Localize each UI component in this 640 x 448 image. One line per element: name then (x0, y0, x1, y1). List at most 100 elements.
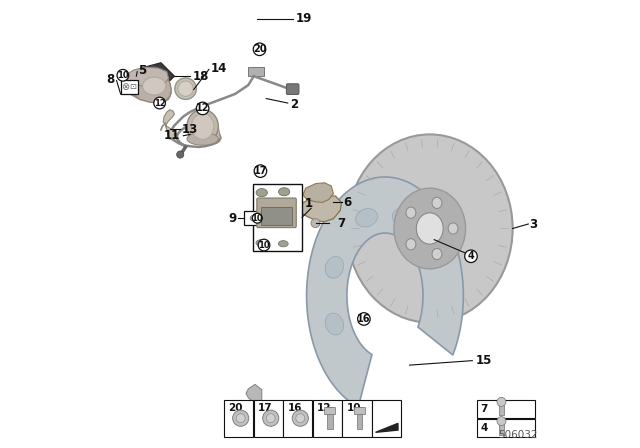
Text: 16: 16 (357, 314, 371, 324)
Circle shape (266, 414, 275, 423)
Bar (324, 407, 335, 414)
Circle shape (117, 69, 129, 81)
Polygon shape (246, 384, 262, 403)
Circle shape (258, 239, 270, 251)
Circle shape (296, 414, 305, 423)
Ellipse shape (406, 207, 416, 218)
Bar (253, 400, 283, 437)
Circle shape (154, 97, 166, 109)
Circle shape (252, 213, 262, 223)
Bar (313, 400, 342, 437)
Bar (284, 400, 312, 437)
Text: 12: 12 (154, 99, 166, 108)
Circle shape (497, 417, 506, 426)
Ellipse shape (187, 133, 218, 145)
Text: 1: 1 (305, 197, 313, 210)
Circle shape (177, 151, 184, 158)
Text: 13: 13 (182, 122, 198, 136)
Circle shape (236, 414, 245, 423)
Polygon shape (303, 183, 333, 202)
Ellipse shape (325, 256, 344, 278)
Ellipse shape (392, 209, 414, 227)
Circle shape (358, 313, 370, 325)
Text: 6: 6 (343, 196, 351, 209)
Ellipse shape (187, 110, 218, 143)
Ellipse shape (432, 249, 442, 260)
Text: 10: 10 (258, 241, 270, 250)
Polygon shape (145, 65, 165, 81)
Circle shape (233, 410, 249, 426)
Circle shape (292, 410, 308, 426)
Text: 3: 3 (530, 217, 538, 231)
Text: 12: 12 (317, 403, 332, 413)
Circle shape (262, 410, 279, 426)
Polygon shape (376, 423, 398, 432)
Circle shape (253, 43, 266, 56)
Text: 506032: 506032 (498, 430, 538, 440)
Text: 17: 17 (253, 166, 267, 176)
Circle shape (196, 102, 209, 115)
Bar (477, 400, 535, 418)
Circle shape (254, 165, 267, 177)
Ellipse shape (356, 209, 378, 227)
Polygon shape (187, 126, 221, 139)
Polygon shape (163, 110, 177, 140)
Text: 10: 10 (117, 71, 129, 80)
Ellipse shape (278, 188, 290, 196)
Bar (356, 407, 362, 429)
Ellipse shape (143, 77, 166, 95)
Ellipse shape (191, 113, 214, 139)
Text: 14: 14 (210, 61, 227, 75)
Bar (372, 400, 401, 437)
Polygon shape (127, 67, 168, 86)
Text: 2: 2 (291, 98, 298, 112)
Text: 10: 10 (252, 214, 263, 223)
Text: 18: 18 (193, 69, 209, 83)
Circle shape (497, 397, 506, 406)
Polygon shape (124, 75, 172, 103)
Text: 7: 7 (481, 404, 488, 414)
Polygon shape (307, 177, 463, 407)
Text: 5: 5 (138, 64, 147, 78)
FancyBboxPatch shape (261, 207, 292, 225)
Text: 19: 19 (296, 12, 312, 26)
Text: ⊗: ⊗ (122, 82, 130, 92)
Ellipse shape (278, 241, 288, 247)
Polygon shape (296, 195, 342, 222)
Circle shape (250, 215, 255, 221)
Bar (342, 400, 371, 437)
Ellipse shape (347, 134, 513, 323)
Text: 20: 20 (253, 44, 266, 54)
Text: 16: 16 (288, 403, 302, 413)
Ellipse shape (178, 81, 193, 96)
Text: 4: 4 (481, 423, 488, 433)
Polygon shape (248, 67, 264, 76)
Ellipse shape (394, 188, 466, 269)
Text: 4: 4 (468, 251, 474, 261)
Polygon shape (127, 63, 174, 90)
Bar (499, 420, 504, 435)
Text: ⊡: ⊡ (129, 82, 136, 91)
Bar (224, 400, 253, 437)
Ellipse shape (417, 213, 443, 244)
Ellipse shape (448, 223, 458, 234)
Ellipse shape (256, 189, 268, 197)
Polygon shape (130, 69, 172, 103)
Bar (477, 419, 535, 437)
Ellipse shape (432, 197, 442, 208)
Ellipse shape (175, 78, 196, 99)
Ellipse shape (325, 313, 344, 335)
FancyBboxPatch shape (287, 84, 299, 95)
Text: 10: 10 (347, 403, 362, 413)
Circle shape (465, 250, 477, 263)
Text: 12: 12 (196, 103, 209, 113)
Text: 15: 15 (476, 354, 492, 367)
Text: 20: 20 (228, 403, 243, 413)
Text: 8: 8 (107, 73, 115, 86)
Bar (354, 407, 365, 414)
FancyBboxPatch shape (253, 184, 302, 251)
FancyBboxPatch shape (257, 198, 296, 228)
FancyBboxPatch shape (121, 80, 138, 94)
FancyBboxPatch shape (244, 211, 266, 225)
Bar (327, 407, 333, 429)
